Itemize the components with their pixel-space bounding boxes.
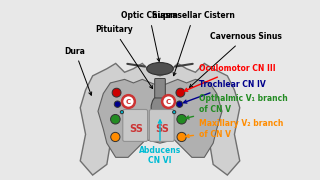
Circle shape xyxy=(110,114,120,124)
Circle shape xyxy=(111,132,120,142)
Text: C: C xyxy=(126,98,131,105)
Polygon shape xyxy=(98,79,222,157)
Circle shape xyxy=(172,111,176,114)
Circle shape xyxy=(176,101,183,107)
Text: Pituitary: Pituitary xyxy=(95,25,153,89)
Circle shape xyxy=(176,88,185,97)
Circle shape xyxy=(177,132,186,142)
Circle shape xyxy=(177,114,187,124)
Text: Cavernous Sinus: Cavernous Sinus xyxy=(189,32,282,87)
Text: Oculomotor CN III: Oculomotor CN III xyxy=(184,64,276,91)
Text: Opthalmic V₁ branch
of CN V: Opthalmic V₁ branch of CN V xyxy=(186,94,288,119)
Text: Maxillary V₂ branch
of CN V: Maxillary V₂ branch of CN V xyxy=(186,119,284,139)
FancyBboxPatch shape xyxy=(123,109,148,141)
FancyBboxPatch shape xyxy=(155,78,165,98)
Text: Abducens
CN VI: Abducens CN VI xyxy=(139,120,181,165)
Ellipse shape xyxy=(151,95,169,120)
Circle shape xyxy=(114,101,121,107)
Circle shape xyxy=(122,95,135,108)
Text: C: C xyxy=(166,98,171,105)
Text: SS: SS xyxy=(156,124,170,134)
FancyBboxPatch shape xyxy=(149,109,174,141)
Text: Optic Chiasm: Optic Chiasm xyxy=(121,11,178,61)
Circle shape xyxy=(112,88,121,97)
Text: Dura: Dura xyxy=(65,46,92,95)
Text: Suprasellar Cistern: Suprasellar Cistern xyxy=(152,11,235,76)
Polygon shape xyxy=(80,63,240,175)
Text: Trochlear CN IV: Trochlear CN IV xyxy=(184,80,266,103)
Circle shape xyxy=(120,111,124,114)
Ellipse shape xyxy=(147,62,173,75)
Circle shape xyxy=(162,95,175,108)
Text: SS: SS xyxy=(129,124,143,134)
